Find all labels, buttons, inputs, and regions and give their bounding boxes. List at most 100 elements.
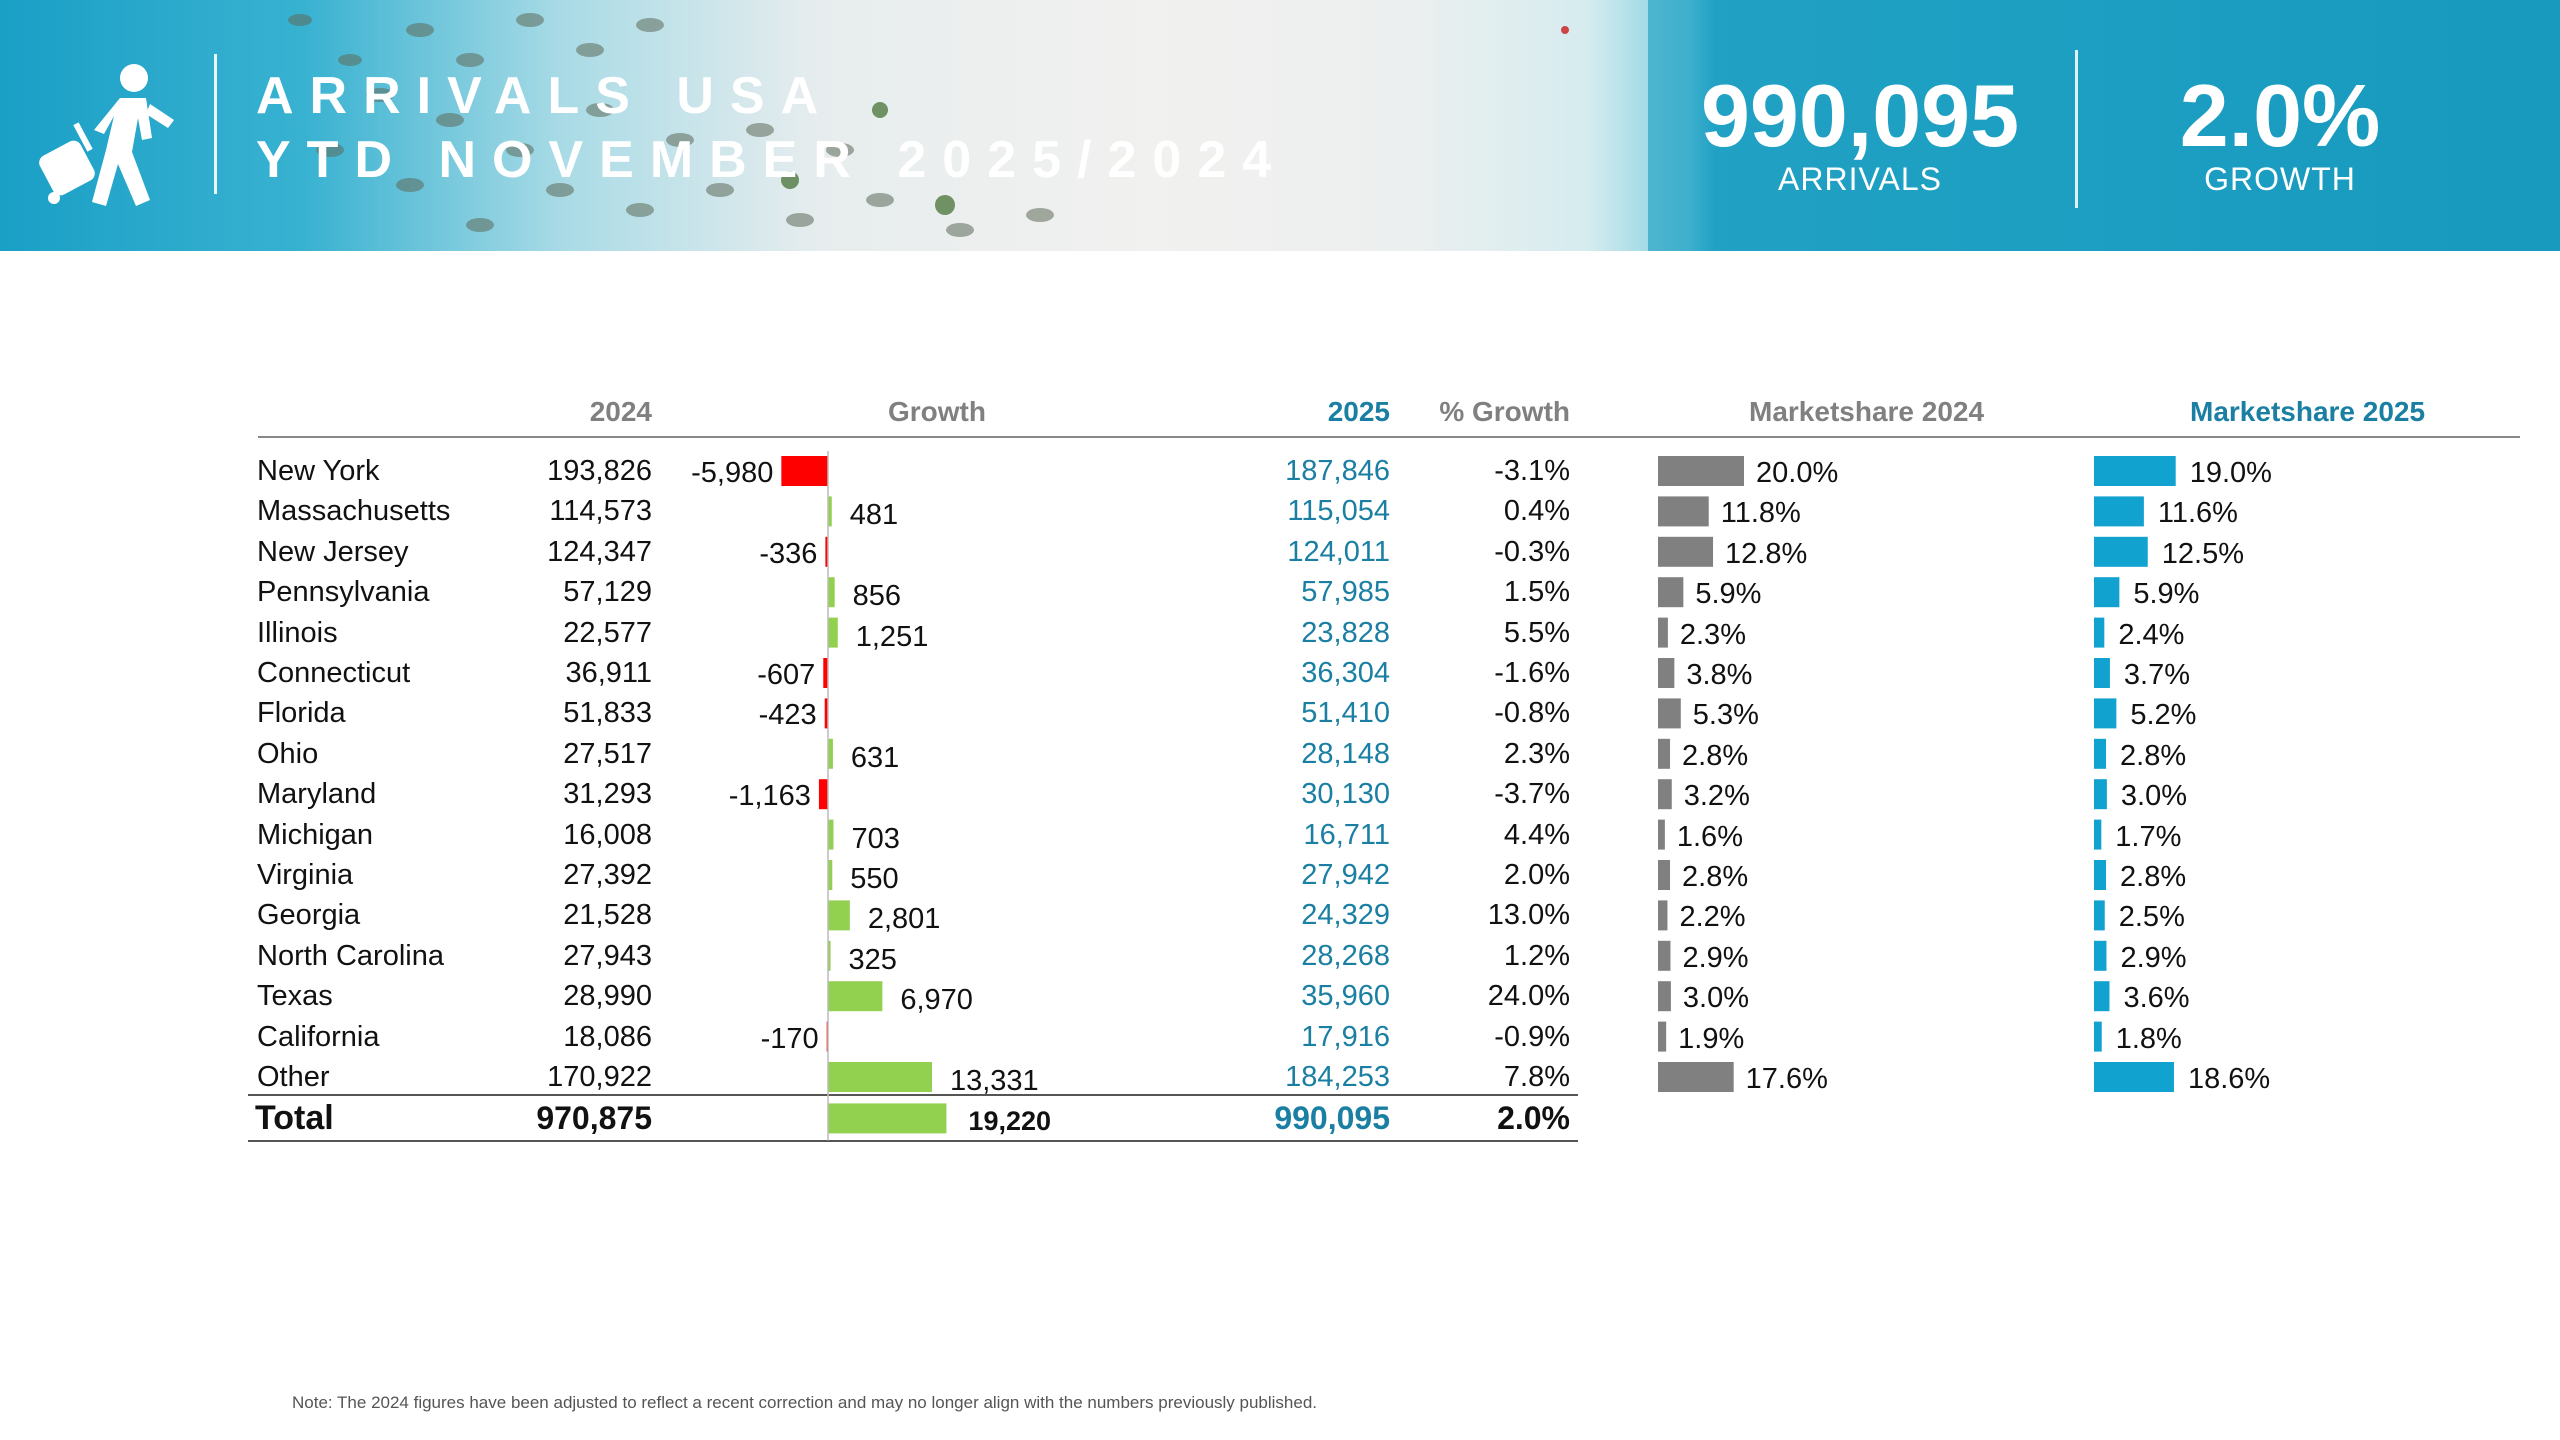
page-title: ARRIVALS USA YTD NOVEMBER 2025/2024	[256, 64, 1287, 192]
marketshare-2025-bar	[2094, 819, 2102, 850]
growth-bar-positive	[828, 981, 883, 1012]
value-2024: 31,293	[563, 778, 652, 811]
growth-label: -1,163	[728, 780, 811, 813]
marketshare-2024-label: 5.3%	[1692, 699, 1759, 732]
state-label: Other	[257, 1061, 330, 1093]
value-2024: 51,833	[563, 697, 652, 730]
state-label: Maryland	[257, 778, 377, 811]
pct-growth: 1.5%	[1503, 576, 1570, 609]
pct-growth: -1.6%	[1494, 657, 1570, 689]
header-growth: Growth	[888, 396, 986, 427]
header-marketshare-2025: Marketshare 2025	[2190, 396, 2426, 427]
value-2025: 35,960	[1301, 980, 1390, 1013]
value-2024: 16,008	[563, 818, 652, 851]
growth-label: 631	[850, 741, 900, 774]
marketshare-2024-bar	[1658, 496, 1709, 527]
value-2025: 115,054	[1287, 495, 1390, 528]
pct-growth: -0.9%	[1494, 1020, 1570, 1053]
marketshare-2024-label: 2.8%	[1682, 861, 1749, 893]
marketshare-2024-bar	[1658, 658, 1675, 688]
marketshare-2024-bar	[1658, 779, 1672, 810]
total-label: Total	[255, 1099, 334, 1138]
marketshare-2025-bar	[2094, 536, 2148, 567]
marketshare-2025-bar	[2094, 738, 2107, 769]
marketshare-2024-label: 1.6%	[1676, 820, 1743, 853]
value-2025: 17,916	[1301, 1020, 1390, 1053]
marketshare-2025-bar	[2094, 779, 2107, 810]
marketshare-2024-label: 2.3%	[1679, 618, 1746, 651]
value-2025: 27,942	[1301, 859, 1390, 891]
marketshare-2025-label: 2.4%	[2118, 618, 2185, 651]
state-label: Illinois	[257, 616, 338, 649]
state-label: New Jersey	[257, 535, 409, 568]
marketshare-2024-label: 3.0%	[1682, 982, 1749, 1015]
growth-bar-positive	[828, 617, 838, 648]
value-2024: 22,577	[563, 616, 652, 649]
header-2025: 2025	[1327, 396, 1390, 427]
kpi-arrivals-label: ARRIVALS	[1778, 161, 1942, 197]
total-pct-growth: 2.0%	[1497, 1100, 1570, 1137]
growth-label: 1,251	[855, 620, 929, 653]
title-line-1: ARRIVALS USA	[256, 67, 835, 125]
marketshare-2025-bar	[2094, 900, 2105, 931]
value-2024: 36,911	[565, 657, 652, 689]
value-2024: 170,922	[547, 1061, 652, 1093]
kpi-growth: 2.0% GROWTH	[2140, 70, 2420, 197]
marketshare-2025-label: 2.8%	[2120, 861, 2187, 893]
state-label: Massachusetts	[257, 495, 451, 528]
value-2025: 184,253	[1285, 1061, 1390, 1093]
marketshare-2025-label: 2.9%	[2120, 941, 2187, 974]
pct-growth: 2.0%	[1503, 859, 1570, 891]
growth-bar-total	[828, 1103, 947, 1134]
value-2024: 114,573	[549, 495, 652, 528]
marketshare-2024-label: 2.8%	[1682, 739, 1749, 772]
state-label: New York	[257, 455, 380, 487]
growth-bar-positive	[828, 819, 834, 850]
marketshare-2024-bar	[1658, 617, 1668, 648]
marketshare-2025-label: 5.2%	[2130, 699, 2197, 732]
marketshare-2024-bar	[1658, 738, 1671, 769]
growth-label: -170	[760, 1022, 819, 1055]
marketshare-2024-label: 5.9%	[1695, 578, 1762, 611]
growth-label: 703	[851, 822, 900, 855]
growth-bar-negative	[824, 698, 828, 729]
title-line-2: YTD NOVEMBER 2025/2024	[256, 131, 1288, 189]
marketshare-2024-bar	[1658, 981, 1671, 1012]
marketshare-2025-bar	[2094, 658, 2110, 688]
marketshare-2024-bar	[1658, 819, 1665, 850]
kpi-arrivals-value: 990,095	[1700, 66, 2020, 165]
value-2025: 28,148	[1301, 737, 1390, 770]
marketshare-2024-label: 12.8%	[1725, 537, 1808, 570]
marketshare-2024-bar	[1658, 1021, 1667, 1052]
pct-growth: 7.8%	[1503, 1061, 1570, 1093]
marketshare-2025-label: 19.0%	[2189, 457, 2272, 489]
state-label: Georgia	[257, 899, 361, 932]
pct-growth: 0.4%	[1503, 495, 1570, 528]
state-label: Connecticut	[257, 657, 411, 689]
marketshare-2025-label: 1.8%	[2115, 1022, 2182, 1055]
marketshare-2024-bar	[1658, 900, 1668, 931]
state-label: Michigan	[257, 818, 374, 851]
header-marketshare-2024: Marketshare 2024	[1749, 396, 1985, 427]
state-label: California	[257, 1020, 380, 1053]
marketshare-2025-label: 5.9%	[2133, 578, 2200, 611]
header-rule	[258, 436, 2520, 438]
marketshare-2025-label: 3.0%	[2120, 780, 2187, 813]
marketshare-2025-bar	[2094, 860, 2107, 890]
pct-growth: 1.2%	[1503, 939, 1570, 972]
marketshare-2024-bar	[1658, 536, 1714, 567]
marketshare-2025-label: 1.7%	[2115, 820, 2182, 853]
traveler-with-suitcase-icon	[39, 64, 174, 206]
state-label: North Carolina	[257, 939, 444, 972]
total-2025: 990,095	[1274, 1100, 1390, 1137]
marketshare-2025-label: 18.6%	[2187, 1063, 2271, 1095]
kpi-growth-label: GROWTH	[2204, 161, 2356, 197]
growth-label: -5,980	[691, 457, 774, 489]
value-2025: 28,268	[1301, 939, 1390, 972]
growth-bar-positive	[828, 1062, 932, 1092]
growth-bar-positive	[828, 860, 833, 890]
marketshare-2024-bar	[1658, 456, 1744, 486]
growth-label: 325	[848, 943, 897, 976]
growth-label: -336	[759, 537, 818, 570]
pct-growth: 5.5%	[1503, 616, 1570, 649]
